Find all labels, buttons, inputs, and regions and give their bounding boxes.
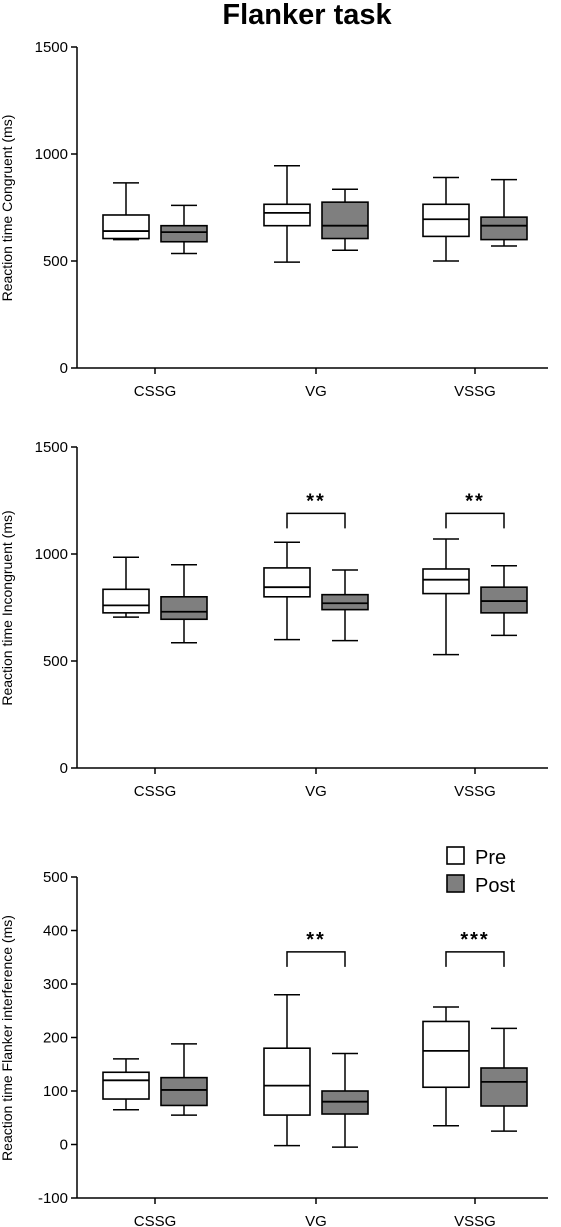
significance-bracket: ** — [286, 929, 346, 967]
significance-label: ** — [465, 490, 485, 512]
y-tick-label: 100 — [43, 1083, 68, 1100]
category-label: CSSG — [134, 1213, 177, 1227]
significance-label: *** — [460, 929, 489, 951]
y-tick-label: 0 — [60, 760, 68, 777]
significance-bracket: ** — [445, 490, 505, 529]
y-tick-label: 500 — [43, 253, 68, 270]
y-tick-label: 300 — [43, 976, 68, 993]
box-iqr — [480, 1067, 528, 1107]
significance-label: ** — [306, 929, 326, 951]
y-axis-label: Reaction time Congruent (ms) — [0, 115, 15, 302]
y-tick-label: 200 — [43, 1030, 68, 1047]
category-label: CSSG — [134, 783, 177, 800]
y-axis-label: Reaction time Incongruent (ms) — [0, 510, 15, 705]
category-label: VG — [305, 1213, 327, 1227]
category-label: VG — [305, 383, 327, 400]
box-iqr — [422, 203, 470, 238]
significance-label: ** — [306, 490, 326, 512]
y-tick-label: 500 — [43, 653, 68, 670]
box-iqr — [160, 224, 208, 243]
box-pre-cssg — [102, 1058, 150, 1111]
interference-panel: Reaction time Flanker interference (ms) … — [0, 869, 548, 1227]
y-tick-label: 400 — [43, 923, 68, 940]
box-pre-cssg — [102, 556, 150, 618]
box-iqr — [160, 1076, 208, 1107]
box-post-vg — [321, 1052, 369, 1148]
bracket-line — [286, 512, 346, 529]
main-title: Flanker task — [222, 0, 392, 31]
box-iqr — [160, 595, 208, 621]
bracket-line — [445, 512, 505, 529]
y-tick-label: 1000 — [35, 146, 68, 163]
box-iqr — [480, 586, 528, 614]
y-tick-label: 1500 — [35, 439, 68, 456]
category-label: VSSG — [454, 1213, 496, 1227]
category-label: VG — [305, 783, 327, 800]
box-post-vssg — [480, 565, 528, 637]
box-pre-vg — [263, 165, 311, 263]
category-label: VSSG — [454, 783, 496, 800]
box-iqr — [263, 1047, 311, 1116]
box-iqr — [422, 568, 470, 595]
legend: Pre Post — [446, 846, 515, 897]
box-pre-vssg — [422, 538, 470, 656]
congruent-panel: Reaction time Congruent (ms) 0 500 1000 150… — [0, 39, 548, 400]
box-iqr — [263, 203, 311, 227]
box-pre-vg — [263, 541, 311, 641]
category-label: CSSG — [134, 383, 177, 400]
y-tick-label: -100 — [38, 1190, 68, 1207]
bracket-line — [445, 951, 505, 967]
box-iqr — [102, 1071, 150, 1100]
y-tick-label: 0 — [60, 1137, 68, 1154]
box-iqr — [321, 201, 369, 240]
box-pre-vg — [263, 993, 311, 1147]
legend-swatch-pre — [446, 846, 465, 865]
box-post-cssg — [160, 563, 208, 644]
legend-label-post: Post — [475, 875, 515, 897]
significance-bracket: *** — [445, 929, 505, 967]
incongruent-panel: Reaction time Incongruent (ms) 0 500 1000 1… — [0, 439, 548, 800]
y-tick-label: 500 — [43, 869, 68, 886]
legend-label-pre: Pre — [475, 847, 506, 869]
box-iqr — [321, 593, 369, 611]
y-tick-label: 0 — [60, 360, 68, 377]
box-iqr — [102, 214, 150, 240]
box-iqr — [422, 1020, 470, 1089]
box-post-cssg — [160, 204, 208, 255]
box-iqr — [480, 216, 528, 241]
y-tick-label: 1500 — [35, 39, 68, 56]
box-pre-vssg — [422, 1006, 470, 1127]
significance-bracket: ** — [286, 490, 346, 529]
category-label: VSSG — [454, 383, 496, 400]
box-post-vssg — [480, 178, 528, 247]
box-post-vg — [321, 188, 369, 252]
bracket-line — [286, 951, 346, 967]
box-post-vg — [321, 569, 369, 642]
box-iqr — [263, 567, 311, 598]
y-axis-label: Reaction time Flanker interference (ms) — [0, 915, 15, 1161]
box-pre-vssg — [422, 176, 470, 262]
box-pre-cssg — [102, 182, 150, 241]
box-post-vssg — [480, 1027, 528, 1132]
box-post-cssg — [160, 1043, 208, 1116]
y-tick-label: 1000 — [35, 546, 68, 563]
legend-swatch-post — [446, 874, 465, 893]
box-iqr — [102, 588, 150, 614]
